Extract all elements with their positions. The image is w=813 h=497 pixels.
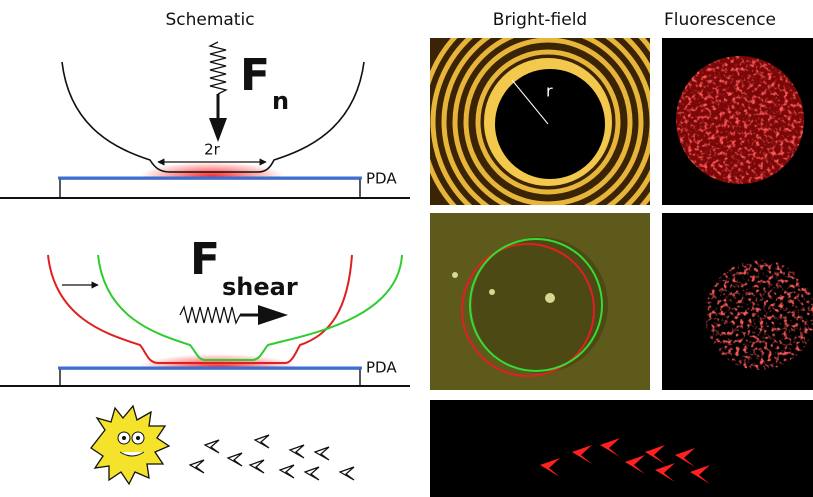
figure: Schematic Bright-field Fluorescence 2r F… xyxy=(0,0,813,497)
contact-label: 2r xyxy=(204,141,221,159)
radius-label: r xyxy=(546,82,553,101)
header: Bright-field xyxy=(493,10,587,30)
force-symbol: F xyxy=(190,234,220,285)
fluorescence-speckle xyxy=(705,260,813,370)
force-arrowhead xyxy=(258,305,288,325)
bright-field-image: r xyxy=(422,0,674,248)
substrate xyxy=(60,179,360,198)
bright-field-image xyxy=(430,213,650,390)
spring xyxy=(180,307,240,323)
schematic-shear: F shear PDA xyxy=(0,234,410,386)
spring xyxy=(210,42,226,94)
force-arrowhead xyxy=(209,118,227,142)
fluorescence-speckle xyxy=(676,56,804,184)
substrate xyxy=(60,369,360,386)
schematic-normal: 2r F n PDA xyxy=(0,42,410,198)
force-subscript: shear xyxy=(222,273,298,301)
force-symbol: F xyxy=(240,50,270,101)
header: Fluorescence xyxy=(664,10,776,30)
fluorescence-footprints xyxy=(430,400,813,497)
header: Schematic xyxy=(165,10,254,30)
substrate-label: PDA xyxy=(366,359,397,377)
lens-profile-after xyxy=(98,255,402,360)
monster xyxy=(91,406,169,484)
force-subscript: n xyxy=(272,87,289,115)
cartoon xyxy=(91,406,354,484)
footprints xyxy=(190,435,354,480)
substrate-label: PDA xyxy=(366,170,397,188)
